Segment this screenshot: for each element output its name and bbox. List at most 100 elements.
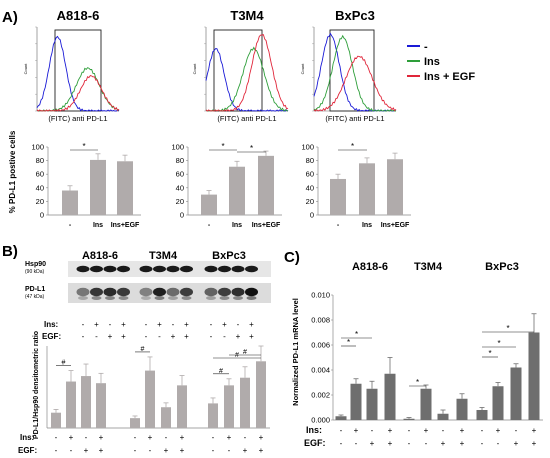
significance-star: * [416,378,419,387]
densitometry-ins-sign: + [148,433,153,442]
mrna-bar [335,416,347,420]
bar-y-tick-label: 0 [40,211,44,220]
blot-ins-sign: - [109,320,112,329]
pdl1-band-lower [246,296,257,300]
panel-c-ylabel: Normalized PD-L1 mRNA level [291,298,300,406]
flow-title-bxpc3: BxPc3 [335,8,375,23]
flow-curve-0 [36,35,120,112]
panel-b-title-t3m4: T3M4 [149,250,178,262]
densitometry-egf-sign: - [228,446,231,455]
pdl1-band [153,287,166,297]
densitometry-bar [177,385,187,428]
pdl1-band [117,287,130,297]
blot-egf-sign: + [108,332,113,341]
mrna-ins-sign: + [532,426,537,435]
mrna-ins-sign: - [408,426,411,435]
densitometry-egf-sign: + [164,446,169,455]
pdl1-band-lower [118,296,129,300]
densitometry-egf-sign: + [259,446,264,455]
mrna-y-tick-label: 0.004 [311,366,330,375]
significance-hash: # [235,352,239,359]
flow-histogram-1: Count (FITC) anti PD-L1 [23,26,120,123]
mrna-bar [476,410,488,420]
mrna-egf-sign: - [408,439,411,448]
mrna-bar [350,383,362,420]
western-blot [68,261,271,303]
flow-curve-2 [313,55,397,112]
pdl1-positive-bar [90,159,106,215]
flow-xlabel: (FITC) anti PD-L1 [325,114,384,123]
bar-y-tick-label: 60 [306,170,314,179]
hsp90-band [139,265,153,273]
mrna-bar [492,386,504,420]
blot-ins-sign: - [237,320,240,329]
flow-gate [329,29,375,112]
flow-ylabel: Count [23,63,28,75]
flow-xlabel: (FITC) anti PD-L1 [217,114,276,123]
densitometry-bar [81,376,91,428]
pdl1-band-lower [181,296,192,300]
significance-star: * [347,338,350,347]
bar-category-label: - [337,222,340,229]
flow-curve-2 [36,74,120,112]
mrna-bar [420,388,432,420]
blot-egf-sign: + [249,332,254,341]
densitometry-ins-sign: - [212,433,215,442]
mrna-bar [528,332,540,420]
pdl1-band-lower [168,296,178,300]
mrna-y-tick-label: 0.002 [311,391,330,400]
flow-title-t3m4: T3M4 [230,8,264,23]
blot-ins-row-label: Ins: [44,320,58,329]
pdl1-band [218,287,231,297]
significance-star: * [351,142,354,151]
bar-y-tick-label: 20 [306,197,314,206]
pdl1-band [76,287,90,297]
hsp90-band [180,265,193,273]
mrna-egf-sign: - [481,439,484,448]
bar-y-tick-label: 0 [310,211,314,220]
densitometry-ins-row-label: Ins: [20,433,34,442]
mrna-egf-sign: - [340,439,343,448]
bar-y-tick-label: 60 [176,170,184,179]
blot-egf-sign: - [223,332,226,341]
bar-category-label: Ins [232,222,242,229]
mrna-bar [366,388,378,420]
mrna-bar [384,373,396,420]
flow-curve-0 [205,48,289,112]
blot-ins-sign: + [249,320,254,329]
densitometry-bar [66,381,76,428]
mrna-ins-sign: + [424,426,429,435]
pdl1-positive-bar [387,159,403,215]
blot-ins-sign: + [121,320,126,329]
pdl1-band [90,287,103,297]
blot-ins-sign: + [157,320,162,329]
densitometry-bar [161,407,171,428]
significance-star: * [221,142,224,151]
blot-ins-sign: - [172,320,175,329]
densitometry-egf-sign: - [55,446,58,455]
pdl1-band-lower [154,296,165,300]
densitometry-ins-sign: - [134,433,137,442]
pdl1-label: PD-L1 [25,286,45,293]
mrna-egf-sign: + [388,439,393,448]
mrna-ins-sign: - [371,426,374,435]
pdl1-band-lower [78,296,88,300]
blot-egf-sign: - [158,332,161,341]
hsp90-kda: (90 kDa) [25,269,45,275]
blot-egf-sign: - [82,332,85,341]
legend-label-1: Ins [424,56,440,68]
mrna-ins-row-label: Ins: [306,425,322,435]
flow-legend: - Ins Ins + EGF [407,41,475,83]
pdl1-band-lower [206,296,216,300]
bar-category-label: Ins+EGF [111,222,140,229]
blot-ins-sign: - [82,320,85,329]
panel-c-title-a818: A818-6 [352,261,388,273]
significance-star: * [82,142,85,151]
panel-a-bar-ylabel: % PD-L1 postive cells [8,130,17,213]
bar-y-tick-label: 40 [36,183,44,192]
panel-c-title-t3m4: T3M4 [414,261,443,273]
bar-y-tick-label: 40 [176,183,184,192]
densitometry-bar [224,385,234,428]
hsp90-label: Hsp90 [25,261,46,268]
mrna-ins-sign: - [515,426,518,435]
